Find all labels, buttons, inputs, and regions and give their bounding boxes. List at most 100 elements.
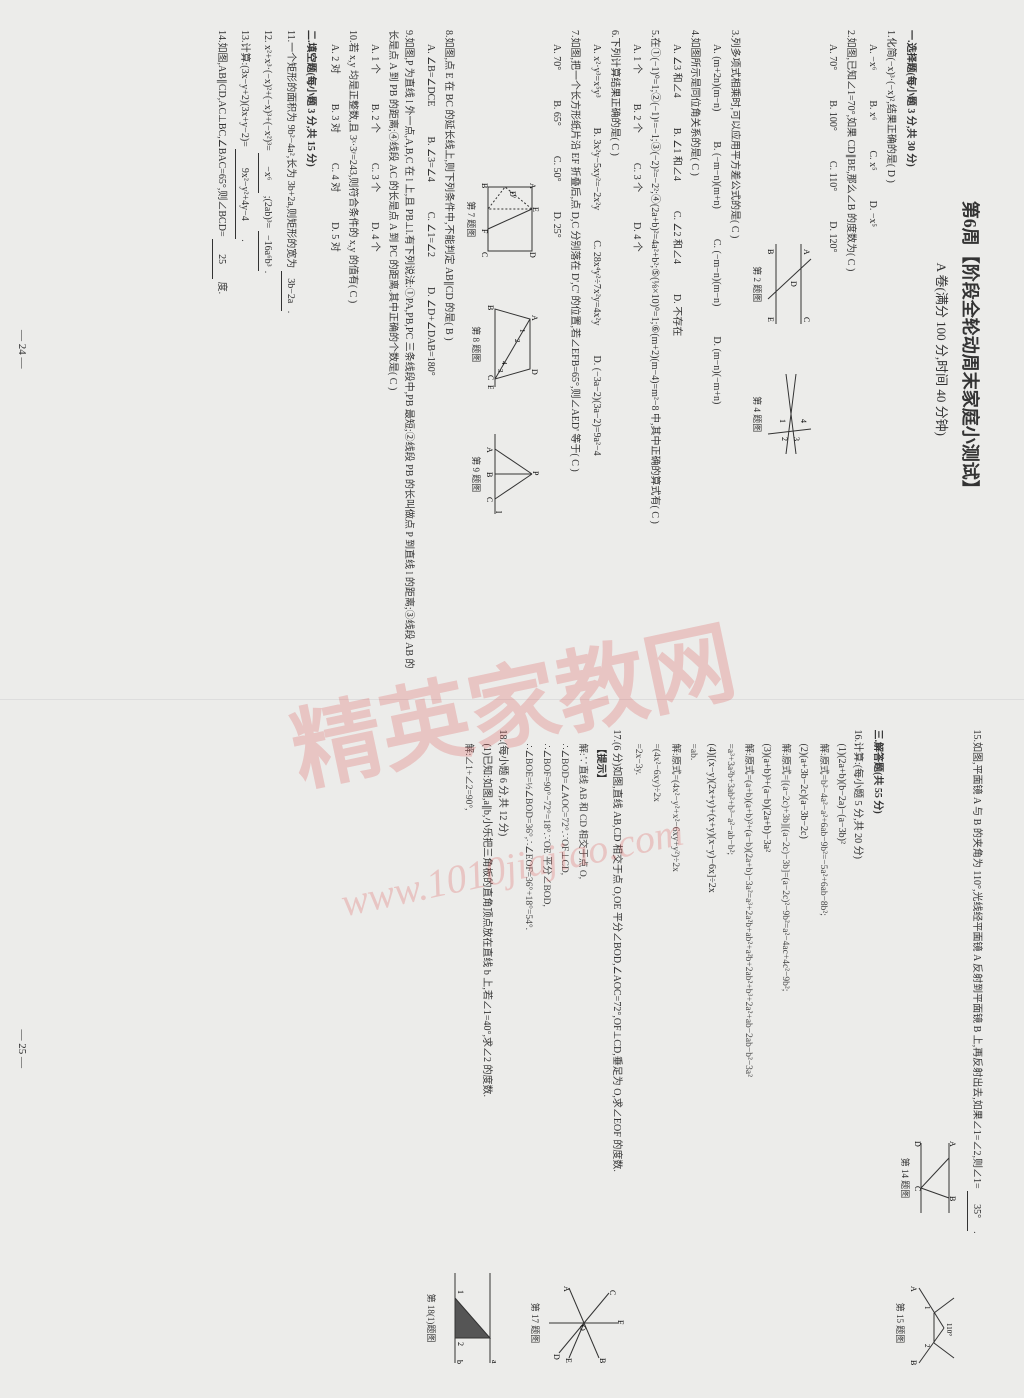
q7: 7.如图,把一个长方形纸片沿 EF 折叠后,点 D,C 分别落在 D',C' 的… <box>548 30 582 669</box>
q8-a: A. ∠B=∠DCE <box>422 44 438 106</box>
q3-a: A. (m+2n)(m−n) <box>708 44 724 111</box>
svg-text:E: E <box>766 317 775 322</box>
q4: 4.如图所示是同位角关系的是( C ) A. ∠3 和∠4 B. ∠1 和∠4 … <box>668 30 702 669</box>
q2-d: D. 120° <box>824 221 840 252</box>
svg-text:A: A <box>562 1286 571 1292</box>
svg-text:2: 2 <box>513 339 521 343</box>
q17: AB CD FE O 第 17 题图 17.(6 分)如图,直线 AB,CD 相… <box>516 730 624 1369</box>
q10-b: B. 3 对 <box>326 104 342 133</box>
q17-s1: 解:∵直线 AB 和 CD 相交于点 O, <box>574 744 589 1369</box>
fig-row-14-15: A B D C 第 14 题图 AB 110° 12 第 15 题图 <box>893 730 959 1369</box>
svg-text:1: 1 <box>923 1306 931 1310</box>
q17-s3: ∴∠BOF=90°−72°=18°.∵OE 平分∠BOD, <box>538 744 553 1369</box>
svg-text:B: B <box>485 472 494 477</box>
svg-text:B: B <box>766 249 775 254</box>
q9-b: B. 2 个 <box>366 104 382 133</box>
q16-s2: 解:原式=[(a−2c)+3b][(a−2c)−3b]=(a−2c)²−9b²=… <box>777 744 792 1369</box>
svg-text:B: B <box>598 1358 607 1363</box>
q1-stem: 1.化简(−x)³·(−x)²,结果正确的是( D ) <box>882 30 898 669</box>
q1-c: C. x⁵ <box>864 151 880 171</box>
q12: 12. x²+x³·(−x)²+(−x)³+(−x²)³= −x⁶ ;(2ab)… <box>258 30 275 669</box>
q4-d: D. 不存在 <box>668 294 684 336</box>
q10-d: D. 5 对 <box>326 222 342 252</box>
q16-p4: (4)[(x−y)(2x+y)+(x+y)(x−y)−6x]÷2x <box>703 744 719 1369</box>
svg-text:D: D <box>528 252 537 258</box>
svg-text:B: B <box>480 183 489 188</box>
svg-text:E: E <box>531 207 540 212</box>
fig4-label: 第 4 题图 <box>750 369 764 459</box>
fig8-label: 第 8 题图 <box>469 299 483 389</box>
q9-d: D. 4 个 <box>366 222 382 252</box>
q15-stem: 15.如图,平面镜 A 与 B 的夹角为 110°,光线经平面镜 A 反射到平面… <box>971 730 982 1189</box>
q3: 3.列多项式相乘时,可以应用平方差公式的是( C ) A. (m+2n)(m−n… <box>708 30 742 669</box>
fig15-svg: AB 110° 12 <box>909 1278 959 1368</box>
page-25: 15.如图,平面镜 A 与 B 的夹角为 110°,光线经平面镜 A 反射到平面… <box>0 700 1024 1398</box>
q8-stem: 8.如图,点 E 在 BC 的延长线上,则下列条件中,不能判定 AB∥CD 的是… <box>440 30 456 669</box>
q5-stem: 5.在①(−1)⁰=1;②(−1)¹=−1;③(−2)²=−2²;④(2a+b)… <box>646 30 662 669</box>
q16-s4d: =2x−3y. <box>630 744 645 1369</box>
svg-text:1: 1 <box>518 329 526 333</box>
fig14-label: 第 14 题图 <box>898 1138 912 1218</box>
fig2-svg: AC BE D <box>766 239 816 329</box>
fig2: AC BE D 第 2 题图 <box>750 239 816 329</box>
q16-p3: (3)(a+b)³+(a−b)(2a+b)−3a² <box>758 744 774 1369</box>
svg-text:D: D <box>552 1354 561 1360</box>
two-page-spread: 第6周【阶段全轮动周末家庭小测试】 A 卷(满分 100 分,时间 40 分钟)… <box>0 0 1024 1398</box>
q6-c: C. 28x⁴y²÷7x²y=4x²y <box>588 240 604 325</box>
svg-text:4: 4 <box>500 361 508 365</box>
q1-b: B. x⁶ <box>864 100 880 120</box>
q16-s4b: 解:原式=(4x²−y²+x²−6xy+y²)÷2x <box>666 744 681 1369</box>
q3-stem: 3.列多项式相乘时,可以应用平方差公式的是( C ) <box>726 30 742 669</box>
q3-b: B. (−m−n)(m+n) <box>708 141 724 208</box>
section3-head: 三.解答题(共 55 分) <box>869 730 885 1369</box>
svg-text:a: a <box>490 1360 499 1364</box>
q14-tail: 度. <box>216 282 227 295</box>
fig17: AB CD FE O 第 17 题图 <box>528 1278 624 1368</box>
q14: 14.如图,AB∥CD,AC⊥BC,∠BAC=65°,则∠BCD= 25 度. <box>212 30 229 669</box>
q9-a: A. 1 个 <box>366 44 382 74</box>
svg-text:2: 2 <box>456 1342 465 1346</box>
q8-d: D. ∠D+∠DAB=180° <box>422 287 438 376</box>
svg-text:4: 4 <box>799 419 808 423</box>
svg-text:1: 1 <box>778 419 787 423</box>
q1-a: A. −x⁶ <box>864 44 880 70</box>
page-24: 第6周【阶段全轮动周末家庭小测试】 A 卷(满分 100 分,时间 40 分钟)… <box>0 0 1024 700</box>
svg-text:E: E <box>486 385 495 389</box>
svg-text:D: D <box>914 1141 922 1147</box>
q3-d: D. (m−n)(−m+n) <box>708 336 724 404</box>
q2-b: B. 100° <box>824 100 840 131</box>
fig4: 43 12 第 4 题图 <box>750 369 816 459</box>
q7-stem: 7.如图,把一个长方形纸片沿 EF 折叠后,点 D,C 分别落在 D',C' 的… <box>566 30 582 669</box>
q6-a: A. x²·y³=x⁵y³ <box>588 44 604 98</box>
q9: 9.如图,P 为直线 l 外一点,A,B,C 在 l 上,且 PB⊥l.有下列说… <box>366 30 416 669</box>
svg-text:A: A <box>948 1141 957 1147</box>
q5: 5.在①(−1)⁰=1;②(−1)¹=−1;③(−2)²=−2²;④(2a+b)… <box>628 30 662 669</box>
q13-ans: 9x²−y²+4y−4 <box>235 149 252 239</box>
page-num-right: — 25 — <box>12 1030 30 1069</box>
svg-text:D': D' <box>508 191 517 199</box>
svg-text:1: 1 <box>456 1290 465 1294</box>
q17-s4: ∴∠BOE=½∠BOD=36°,∴∠EOF=36°+18°=54°. <box>519 744 534 1369</box>
fig7: AD BC EF D' 第 7 题图 <box>464 179 540 259</box>
q17-stem: 17.(6 分)如图,直线 AB,CD 相交于点 O,OE 平分∠BOD,∠AO… <box>608 730 624 1369</box>
fig17-svg: AB CD FE O <box>544 1278 624 1368</box>
fig9: P AB Cl 第 9 题图 <box>464 429 540 519</box>
q5-b: B. 2 个 <box>628 104 644 133</box>
q4-a: A. ∠3 和∠4 <box>668 44 684 98</box>
q16-s3b: =a³+3a²b+3ab²+b³−a²−ab−b²; <box>722 744 737 1369</box>
q6: 6.下列计算结果正确的是( C ) A. x²·y³=x⁵y³ B. 3x²y−… <box>588 30 622 669</box>
svg-text:3: 3 <box>496 369 504 373</box>
q15-ans: 35° <box>967 1191 984 1231</box>
q9-c: C. 3 个 <box>366 163 382 192</box>
svg-text:B: B <box>909 1360 918 1365</box>
q16-p1: (1)(2a+b)(b−2a)−(a−3b)² <box>833 744 849 1369</box>
fig15-label: 第 15 题图 <box>893 1278 907 1368</box>
svg-text:A: A <box>528 183 537 189</box>
fig4-svg: 43 12 <box>766 369 816 459</box>
fig18: a b 12 第 18(1)题图 <box>424 1268 510 1368</box>
q17-s2: ∴∠BOD=∠AOC=72°.∵OF⊥CD, <box>556 744 571 1369</box>
svg-text:C: C <box>914 1186 922 1191</box>
svg-text:A: A <box>802 249 811 255</box>
fig-row-7-8-9: AD BC EF D' 第 7 题图 AD BC E 12 43 <box>464 30 540 669</box>
q3-c: C. (−m−n)(m−n) <box>708 239 724 306</box>
